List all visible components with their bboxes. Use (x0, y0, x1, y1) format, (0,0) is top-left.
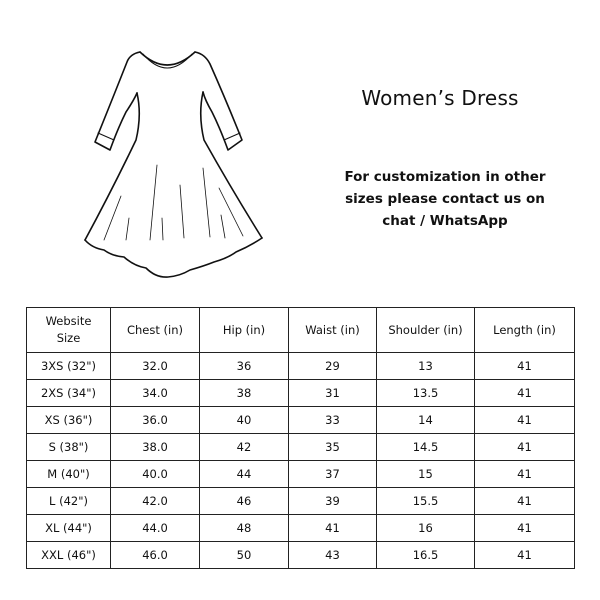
cell-hip: 42 (199, 433, 289, 461)
fold-lines (103, 164, 244, 241)
cell-size: S (38") (26, 433, 111, 461)
header-hip: Hip (in) (199, 307, 289, 353)
header-length: Length (in) (474, 307, 575, 353)
cell-size: 2XS (34") (26, 379, 111, 407)
cell-length: 41 (474, 406, 575, 434)
cell-hip: 48 (199, 514, 289, 542)
cell-shoulder: 15.5 (376, 487, 475, 515)
right-sleeve (194, 51, 243, 151)
cell-length: 41 (474, 460, 575, 488)
table-row: S (38") 38.0 42 35 14.5 41 (26, 433, 575, 461)
cell-waist: 37 (288, 460, 377, 488)
cell-shoulder: 16 (376, 514, 475, 542)
cell-hip: 44 (199, 460, 289, 488)
cell-waist: 41 (288, 514, 377, 542)
cell-length: 41 (474, 433, 575, 461)
cell-chest: 32.0 (110, 352, 200, 380)
cell-chest: 42.0 (110, 487, 200, 515)
cell-hip: 50 (199, 541, 289, 569)
table-row: XXL (46") 46.0 50 43 16.5 41 (26, 541, 575, 569)
cell-chest: 36.0 (110, 406, 200, 434)
cell-hip: 40 (199, 406, 289, 434)
cell-size: 3XS (32") (26, 352, 111, 380)
header-waist: Waist (in) (288, 307, 377, 353)
table-row: 3XS (32") 32.0 36 29 13 41 (26, 352, 575, 380)
cell-shoulder: 13.5 (376, 379, 475, 407)
header-website-size: Website Size (26, 307, 111, 353)
left-cuff (97, 132, 115, 141)
cell-waist: 39 (288, 487, 377, 515)
cell-chest: 44.0 (110, 514, 200, 542)
cell-waist: 29 (288, 352, 377, 380)
cell-waist: 33 (288, 406, 377, 434)
cell-shoulder: 14 (376, 406, 475, 434)
cell-length: 41 (474, 541, 575, 569)
cell-chest: 40.0 (110, 460, 200, 488)
table-header-row: Website Size Chest (in) Hip (in) Waist (… (26, 307, 575, 353)
cell-size: XL (44") (26, 514, 111, 542)
cell-shoulder: 15 (376, 460, 475, 488)
neckline (139, 51, 196, 66)
cell-length: 41 (474, 379, 575, 407)
customization-note: For customization in other sizes please … (344, 169, 546, 229)
table-body: 3XS (32") 32.0 36 29 13 41 2XS (34") 34.0 38 31 13… (26, 352, 575, 569)
hem (84, 237, 263, 278)
table-row: L (42") 42.0 46 39 15.5 41 (26, 487, 575, 515)
cell-shoulder: 13 (376, 352, 475, 380)
page-title: Women’s Dress (361, 86, 519, 110)
cell-length: 41 (474, 514, 575, 542)
header-chest: Chest (in) (110, 307, 200, 353)
cell-hip: 38 (199, 379, 289, 407)
size-chart-table: Website Size Chest (in) Hip (in) Waist (… (26, 307, 575, 569)
cell-length: 41 (474, 352, 575, 380)
cell-shoulder: 14.5 (376, 433, 475, 461)
cell-size: XXL (46") (26, 541, 111, 569)
cell-waist: 43 (288, 541, 377, 569)
table-row: XS (36") 36.0 40 33 14 41 (26, 406, 575, 434)
dress-illustration (84, 51, 263, 278)
cell-chest: 34.0 (110, 379, 200, 407)
cell-waist: 35 (288, 433, 377, 461)
header-shoulder: Shoulder (in) (376, 307, 475, 353)
skirt-left (84, 92, 141, 241)
cell-size: M (40") (26, 460, 111, 488)
cell-hip: 36 (199, 352, 289, 380)
table-row: M (40") 40.0 44 37 15 41 (26, 460, 575, 488)
cell-chest: 46.0 (110, 541, 200, 569)
neckline-band (142, 53, 193, 69)
cell-length: 41 (474, 487, 575, 515)
cell-waist: 31 (288, 379, 377, 407)
left-sleeve (94, 51, 141, 151)
skirt-right (199, 91, 263, 239)
cell-size: L (42") (26, 487, 111, 515)
cell-size: XS (36") (26, 406, 111, 434)
cell-chest: 38.0 (110, 433, 200, 461)
table-row: XL (44") 44.0 48 41 16 41 (26, 514, 575, 542)
table-row: 2XS (34") 34.0 38 31 13.5 41 (26, 379, 575, 407)
cell-shoulder: 16.5 (376, 541, 475, 569)
cell-hip: 46 (199, 487, 289, 515)
right-cuff (223, 132, 241, 141)
